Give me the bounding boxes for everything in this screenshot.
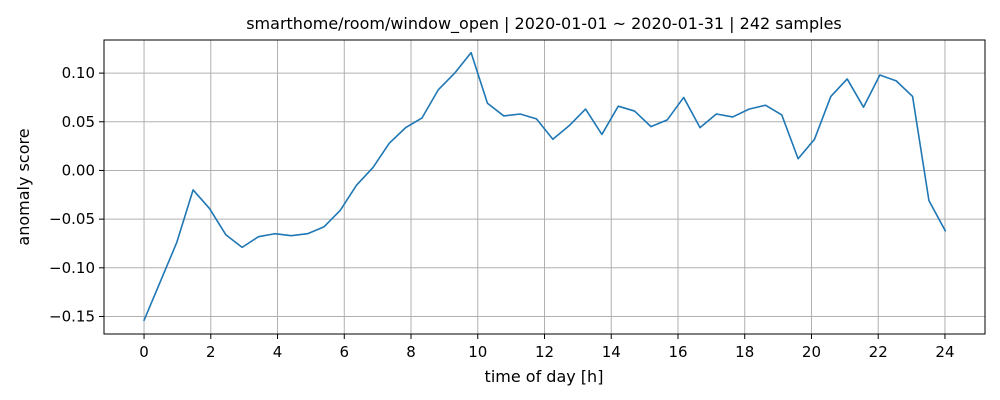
x-tick-label: 0 [139,343,149,361]
chart-title: smarthome/room/window_open | 2020-01-01 … [246,14,842,34]
x-tick-label: 10 [468,343,487,361]
y-tick-label: −0.15 [49,307,95,325]
y-tick-label: 0.00 [62,161,95,179]
series-layer [143,51,947,322]
x-tick-label: 12 [535,343,554,361]
y-tick-label: −0.10 [49,259,95,277]
x-tick-label: 24 [935,343,954,361]
anomaly-score-line [143,51,947,322]
y-axis-ticks: −0.15 −0.10 −0.05 0.00 0.05 0.10 [49,64,104,325]
x-tick-label: 22 [869,343,888,361]
y-tick-label: −0.05 [49,210,95,228]
x-tick-label: 8 [406,343,416,361]
x-axis-ticks: 0 2 4 6 8 10 12 14 16 18 20 22 24 [139,334,955,361]
y-axis-label: anomaly score [14,128,33,245]
x-tick-label: 20 [802,343,821,361]
x-tick-label: 4 [273,343,283,361]
y-tick-label: 0.10 [62,64,95,82]
x-tick-label: 16 [668,343,687,361]
y-tick-label: 0.05 [62,113,95,131]
x-tick-label: 14 [602,343,621,361]
x-tick-label: 6 [339,343,349,361]
grid [104,40,985,334]
x-axis-label: time of day [h] [485,367,604,386]
x-tick-label: 2 [206,343,216,361]
x-tick-label: 18 [735,343,754,361]
